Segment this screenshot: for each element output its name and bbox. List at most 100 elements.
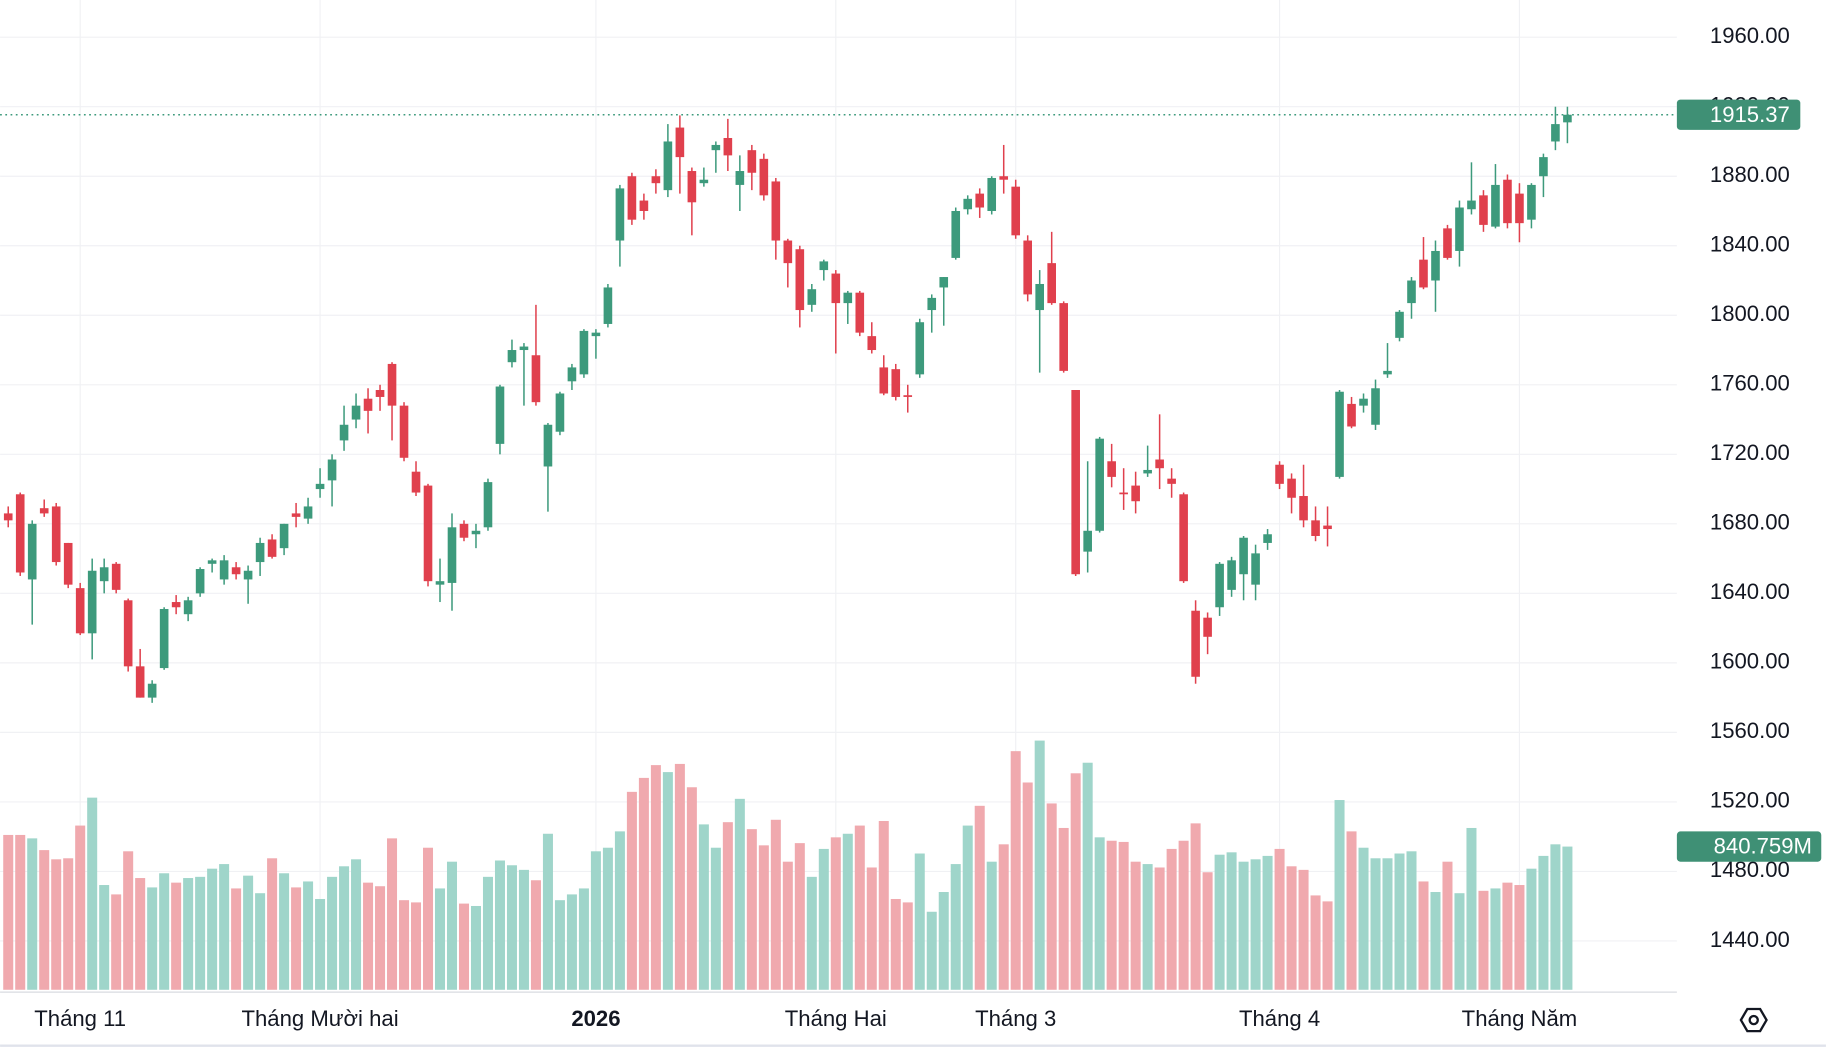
candle-body [1383,370,1392,375]
candle-body [1551,124,1560,142]
candle-body [675,127,685,158]
y-tick-label: 1520.00 [1710,788,1790,813]
candle-body [1539,157,1548,177]
volume-bar [950,864,961,990]
volume-bar [662,772,673,990]
volume-bar [399,900,410,990]
volume-bar [291,887,302,990]
volume-bar [842,833,853,990]
settings-icon-center[interactable] [1748,1014,1759,1026]
candle-body [219,560,229,580]
candle-body [231,567,241,575]
candle-layer [0,106,1677,703]
candle-body [1119,492,1128,495]
candle-body [987,177,997,211]
candle-body [1215,563,1224,608]
volume-bar [327,876,338,990]
grid [0,0,1677,990]
candle-body [339,424,349,441]
volume-bar [482,876,493,990]
volume-bar [1490,888,1501,990]
volume-bar [387,838,398,990]
candle-body [735,171,745,185]
candle-body [15,494,25,573]
volume-bar [1550,844,1561,990]
candle-body [627,176,637,220]
volume-bar [1106,840,1117,990]
volume-bar [1058,827,1069,990]
y-tick-label: 1960.00 [1710,23,1790,48]
candle-body [663,141,673,191]
candle-body [999,176,1009,180]
candle-body [723,137,733,156]
volume-bar [686,787,697,990]
volume-bar [123,851,134,990]
candle-body [1455,207,1464,251]
volume-bar [63,858,74,990]
volume-bar [1322,901,1333,990]
volume-bar [734,798,745,990]
candle-body [507,350,517,363]
y-tick-label: 1640.00 [1710,579,1790,604]
volume-bar [423,847,434,990]
candle-body [1431,250,1440,281]
candle-body [447,527,457,583]
candle-body [1227,560,1236,590]
candle-body [711,144,721,151]
volume-bar [1010,751,1021,990]
volume-label: 840.759M [1714,834,1812,859]
candle-body [519,346,529,351]
volume-bar [75,825,86,990]
volume-bar [806,876,817,990]
y-tick-label: 1440.00 [1710,927,1790,952]
candle-body [795,249,805,311]
volume-bar [674,763,685,990]
candle-body [579,330,589,375]
volume-bar [1166,848,1177,990]
candle-body [171,602,181,608]
volume-bar [878,820,889,990]
candle-body [927,297,937,311]
volume-bar [51,859,62,990]
settings-icon[interactable] [1739,1007,1768,1033]
volume-bar [27,838,38,990]
volume-bar [1214,854,1225,990]
volume-bar [183,878,194,990]
volume-bar [1310,895,1321,990]
candle-body [243,570,253,580]
candle-body [1131,485,1140,502]
volume-bar [1022,782,1033,990]
candle-body [159,608,169,669]
candle-body [411,471,421,493]
candle-body [123,600,133,667]
volume-bar [207,868,218,990]
candle-body [1503,179,1512,224]
volume-bar [626,791,637,990]
settings-button[interactable] [1739,1007,1768,1033]
candle-body [471,530,481,535]
candle-body [591,332,601,337]
candle-body [27,523,37,580]
volume-bar [99,885,110,990]
candle-body [39,508,49,514]
volume-bar [1082,762,1093,990]
volume-bar [195,876,206,990]
candle-body [1299,496,1308,521]
volume-bar [1262,855,1273,990]
candle-body [327,459,337,481]
volume-bar [1238,861,1249,990]
volume-bar [902,902,913,990]
volume-bar [351,859,362,990]
candle-body [423,485,433,582]
candle-body [3,513,13,521]
candle-body [351,405,361,420]
candle-body [783,240,793,264]
volume-bar [39,850,50,990]
volume-bar [758,845,769,990]
candle-body [807,289,817,305]
volume-bar [890,898,901,990]
candle-body [267,539,277,557]
volume-bar [1190,823,1201,990]
candle-body [147,683,157,698]
candle-body [1047,263,1056,304]
